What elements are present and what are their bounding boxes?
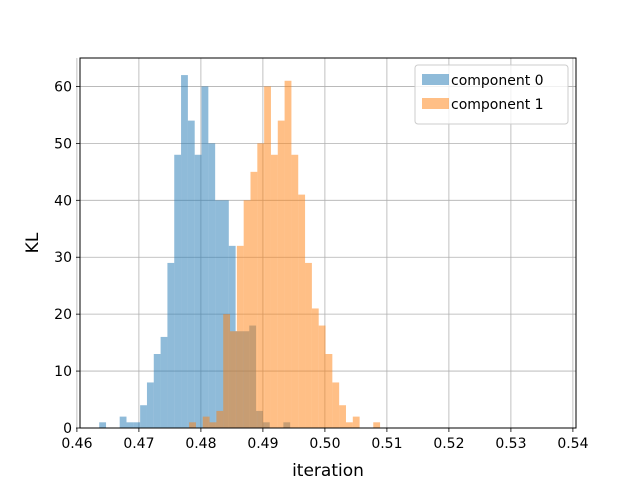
histogram-bar-component-1 xyxy=(250,171,258,428)
histogram-bar-component-1 xyxy=(236,245,244,428)
histogram-bars xyxy=(99,75,381,429)
histogram-bar-component-1 xyxy=(284,80,292,429)
y-tick-label: 60 xyxy=(54,79,72,95)
histogram-bar-component-0 xyxy=(99,422,107,428)
x-tick-label: 0.46 xyxy=(61,436,92,452)
histogram-bar-component-1 xyxy=(209,422,217,428)
x-tick-label: 0.47 xyxy=(123,436,154,452)
plot-frame xyxy=(79,57,577,429)
legend-label-component-0: component 0 xyxy=(451,73,544,89)
histogram-bar-component-0 xyxy=(160,336,168,428)
y-axis-title: KL xyxy=(23,232,43,253)
legend-box xyxy=(414,64,569,125)
histogram-bar-component-0 xyxy=(181,75,188,429)
histogram-bar-component-1 xyxy=(291,154,299,428)
histogram-bar-component-1 xyxy=(243,200,251,428)
x-tick-label: 0.50 xyxy=(309,436,340,452)
histogram-bar-component-0 xyxy=(187,120,195,428)
histogram-bar-component-0 xyxy=(208,143,216,428)
histogram-bar-component-1 xyxy=(298,194,306,428)
y-tick-label: 50 xyxy=(54,136,72,152)
y-tick-label: 10 xyxy=(54,364,72,380)
histogram-bar-component-0 xyxy=(126,422,134,428)
histogram-bar-component-0 xyxy=(153,354,161,428)
histogram-bar-component-1 xyxy=(223,314,231,428)
histogram-bar-component-1 xyxy=(270,154,278,428)
x-tick-label: 0.54 xyxy=(557,436,588,452)
histogram-bar-component-1 xyxy=(332,382,340,428)
legend-swatch-component-1 xyxy=(422,98,449,109)
histogram-bar-component-1 xyxy=(339,405,346,428)
histogram-bar-component-1 xyxy=(277,120,285,428)
histogram-bar-component-0 xyxy=(119,416,127,428)
legend-label-component-1: component 1 xyxy=(451,97,544,113)
histogram-bar-component-0 xyxy=(174,154,182,428)
histogram-bar-component-0 xyxy=(146,382,154,428)
axis-ticks: 0.46 0.47 0.48 0.49 0.50 0.51 0.52 0.53 0.54 0 10 2… xyxy=(54,79,588,452)
histogram-bar-component-0 xyxy=(140,405,147,428)
x-tick-label: 0.51 xyxy=(371,436,402,452)
legend: component 0 component 1 xyxy=(414,64,569,125)
histogram-bar-component-1 xyxy=(305,262,312,428)
histogram-bar-component-1 xyxy=(202,416,210,428)
x-tick-label: 0.49 xyxy=(247,436,278,452)
histogram-bar-component-1 xyxy=(264,86,271,428)
histogram-bar-component-1 xyxy=(318,325,326,428)
histogram-bar-component-1 xyxy=(230,331,237,428)
histogram-bar-component-1 xyxy=(345,422,353,428)
y-tick-label: 30 xyxy=(54,250,72,266)
y-tick-label: 40 xyxy=(54,193,72,209)
y-tick-label: 0 xyxy=(63,421,72,437)
histogram-bar-component-0 xyxy=(167,262,175,428)
histogram-bar-component-1 xyxy=(311,308,319,428)
histogram-bar-component-1 xyxy=(216,410,224,428)
x-axis-title: iteration xyxy=(292,461,364,480)
histogram-bar-component-1 xyxy=(257,143,265,428)
y-tick-label: 20 xyxy=(54,307,72,323)
histogram-bar-component-0 xyxy=(133,422,141,428)
histogram-bar-component-0 xyxy=(194,154,202,428)
x-tick-label: 0.52 xyxy=(433,436,464,452)
x-tick-label: 0.48 xyxy=(185,436,216,452)
histogram-bar-component-1 xyxy=(325,354,333,428)
histogram-bar-component-0 xyxy=(215,200,222,428)
x-tick-label: 0.53 xyxy=(495,436,526,452)
histogram-bar-component-1 xyxy=(373,422,381,428)
histogram-bar-component-1 xyxy=(189,422,196,428)
histogram-bar-component-1 xyxy=(352,416,360,428)
legend-swatch-component-0 xyxy=(422,74,449,85)
histogram-bar-component-0 xyxy=(201,86,209,428)
